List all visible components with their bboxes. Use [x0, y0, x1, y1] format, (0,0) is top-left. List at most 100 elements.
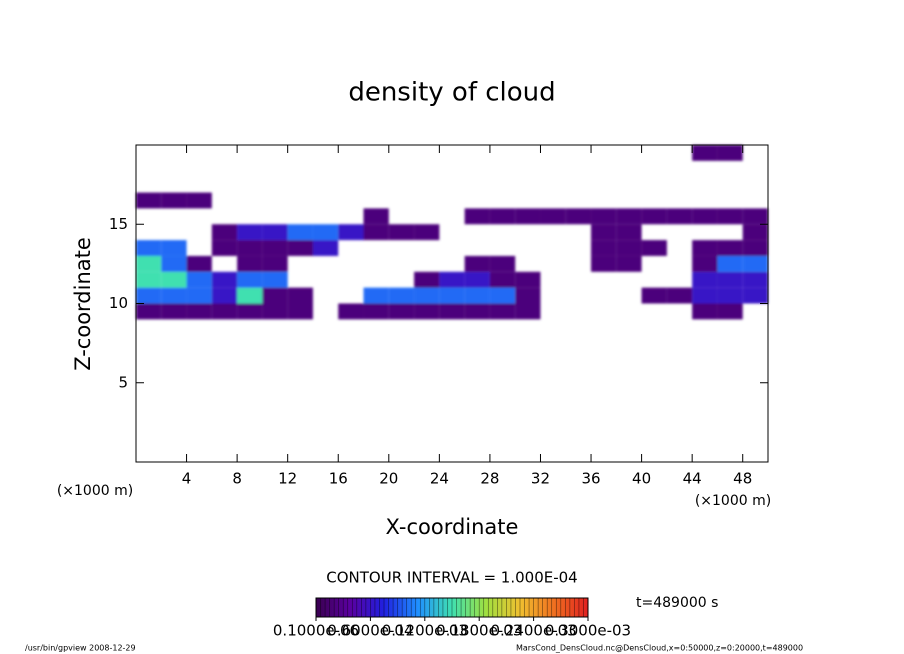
cell [439, 287, 465, 304]
cell [262, 255, 288, 272]
cell [161, 192, 187, 209]
cell [515, 271, 541, 288]
cell [312, 240, 339, 256]
cell [666, 287, 693, 304]
cell [540, 208, 566, 225]
cell [489, 208, 516, 225]
x-tick-label: 48 [733, 470, 752, 488]
cell [742, 287, 768, 304]
cell [692, 208, 718, 225]
cell [742, 208, 768, 225]
cell [591, 255, 617, 272]
cell [161, 287, 187, 304]
y-unit: (×1000 m) [57, 483, 133, 499]
cell [565, 208, 592, 225]
cell [464, 208, 490, 225]
cell [237, 240, 263, 256]
cell [186, 303, 212, 320]
cell [742, 271, 768, 288]
cell [414, 287, 440, 304]
cell [515, 303, 541, 320]
cell [237, 287, 263, 304]
cell [742, 255, 768, 272]
cell [692, 303, 718, 320]
cell [136, 192, 162, 209]
cell [237, 303, 263, 320]
cell [287, 287, 313, 304]
cell [388, 224, 415, 241]
cell [237, 255, 263, 272]
cell [641, 287, 667, 304]
x-tick-label: 12 [278, 470, 297, 488]
cell [161, 240, 187, 256]
cell [237, 224, 263, 241]
cell [616, 208, 642, 225]
cell [363, 287, 389, 304]
cell [262, 287, 288, 304]
cell [742, 224, 768, 241]
cell [692, 240, 718, 256]
cell [717, 145, 743, 161]
y-axis-label: Z-coordinate [71, 237, 95, 371]
cell [591, 208, 617, 225]
colorbar-tick-label: 0.1200e-03 [382, 622, 468, 640]
cell [287, 303, 313, 320]
colorbar-tick-label: 0.2400e-03 [490, 622, 576, 640]
cell [692, 145, 718, 161]
cell [388, 287, 415, 304]
cell [515, 208, 541, 225]
cell [464, 271, 490, 288]
cell [363, 208, 389, 225]
cell [161, 303, 187, 320]
cell [515, 287, 541, 304]
cell [616, 224, 642, 241]
footer-left: /usr/bin/gpview 2008-12-29 [25, 644, 136, 653]
cell [692, 271, 718, 288]
x-tick-label: 28 [480, 470, 499, 488]
x-tick-label: 36 [581, 470, 600, 488]
colorbar-tick-label: 0.3000e-03 [545, 622, 631, 640]
cell [136, 303, 162, 320]
y-tick-label: 5 [118, 373, 128, 391]
cell [591, 224, 617, 241]
cell [717, 287, 743, 304]
cell [489, 271, 516, 288]
cell [338, 303, 364, 320]
cell [591, 240, 617, 256]
cell [742, 240, 768, 256]
cell [717, 208, 743, 225]
cell [717, 303, 743, 320]
cell [414, 271, 440, 288]
x-tick-label: 40 [632, 470, 651, 488]
x-tick-label: 24 [430, 470, 449, 488]
footer-right: MarsCond_DensCloud.nc@DensCloud,x=0:5000… [516, 644, 803, 653]
cell [363, 224, 389, 241]
cell [616, 240, 642, 256]
colorbar-tick-label: 0.1000e-06 [273, 622, 359, 640]
cell [616, 255, 642, 272]
cell [136, 287, 162, 304]
cell [717, 255, 743, 272]
cell [312, 224, 339, 241]
cell [414, 224, 440, 241]
cell [211, 271, 238, 288]
cell [161, 271, 187, 288]
cell [717, 240, 743, 256]
cell [717, 271, 743, 288]
colorbar-tick-label: 0.6000e-04 [327, 622, 413, 640]
field [136, 145, 768, 320]
x-tick-label: 16 [329, 470, 348, 488]
x-tick-label: 44 [683, 470, 702, 488]
cell [287, 224, 313, 241]
cell [489, 255, 516, 272]
cell [136, 255, 162, 272]
cell [338, 224, 364, 241]
y-tick-label: 10 [109, 294, 128, 312]
cell [439, 303, 465, 320]
x-tick-label: 4 [182, 470, 192, 488]
cell [211, 287, 238, 304]
cell [136, 271, 162, 288]
chart-title: density of cloud [348, 78, 555, 108]
cell [211, 303, 238, 320]
